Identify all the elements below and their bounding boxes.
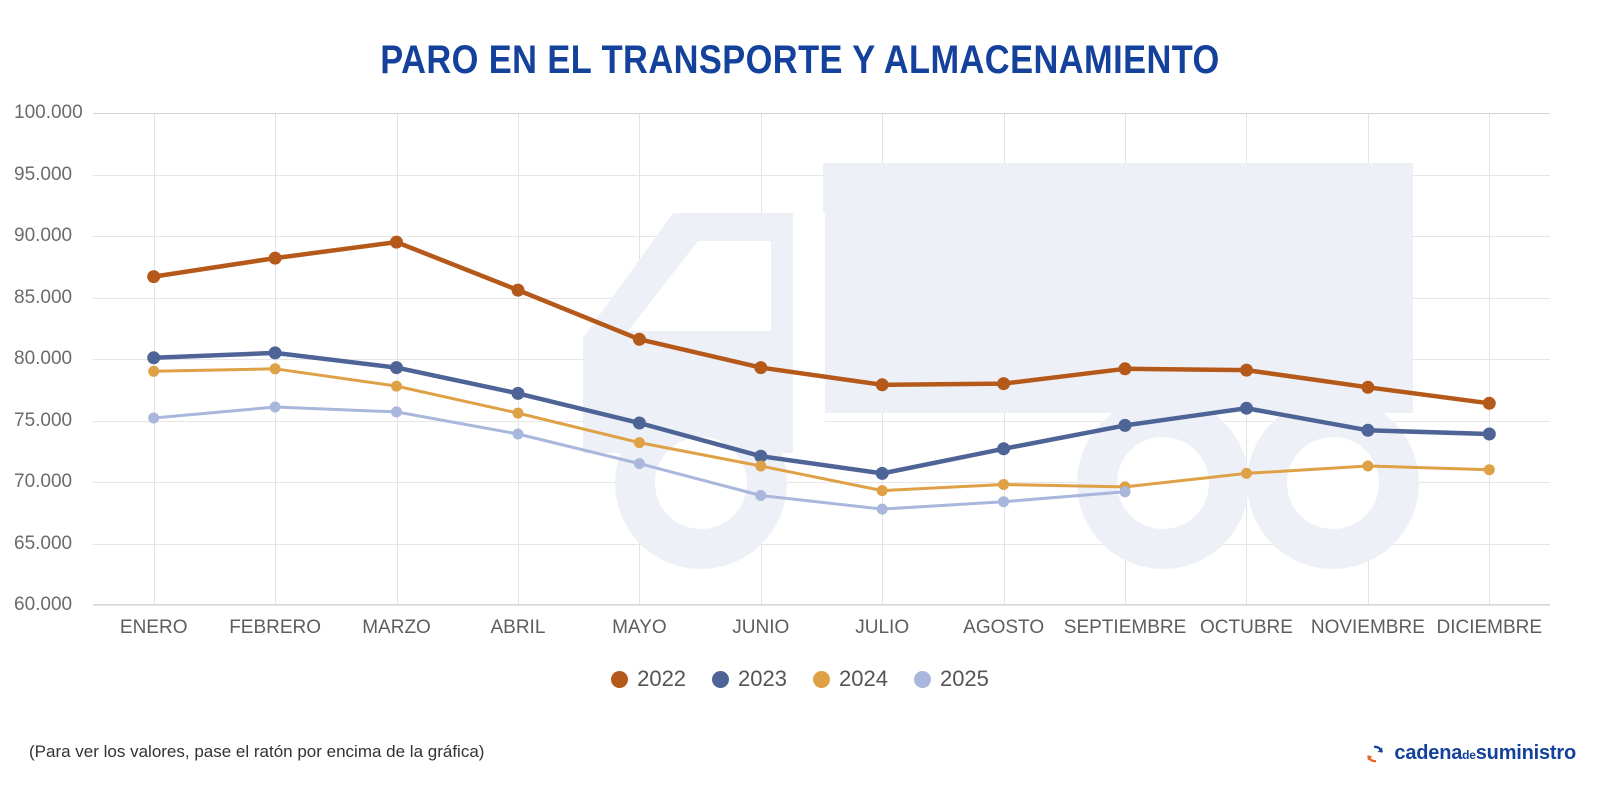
series-line-2023 bbox=[151, 350, 1492, 476]
chart-legend[interactable]: 2022 2023 2024 2025 bbox=[0, 666, 1600, 692]
legend-item-2022[interactable]: 2022 bbox=[611, 666, 686, 692]
x-tick-label-septiembre: SEPTIEMBRE bbox=[1063, 617, 1187, 638]
x-tick-label-octubre: OCTUBRE bbox=[1200, 617, 1293, 638]
y-tick-label-60000: 60.000 bbox=[14, 594, 73, 615]
chart-plot-area[interactable] bbox=[93, 113, 1550, 606]
data-point-2024[interactable] bbox=[1483, 464, 1495, 476]
data-point-2023[interactable] bbox=[1118, 418, 1132, 432]
data-point-2022[interactable] bbox=[1240, 363, 1253, 377]
data-point-2023[interactable] bbox=[754, 449, 768, 463]
data-point-2022[interactable] bbox=[1118, 362, 1132, 376]
data-point-2022[interactable] bbox=[754, 361, 768, 375]
y-tick-label-95000: 95.000 bbox=[14, 163, 73, 185]
data-point-2023[interactable] bbox=[632, 416, 646, 430]
series-line-2022 bbox=[151, 239, 1492, 406]
data-point-2023[interactable] bbox=[1240, 401, 1253, 415]
data-point-2025[interactable] bbox=[633, 458, 645, 470]
data-point-2025[interactable] bbox=[876, 503, 888, 515]
data-point-2022[interactable] bbox=[511, 283, 525, 297]
legend-swatch-2022-icon bbox=[611, 670, 629, 688]
data-point-2025[interactable] bbox=[269, 401, 281, 413]
legend-swatch-2023-icon bbox=[712, 670, 730, 688]
data-point-2023[interactable] bbox=[1482, 427, 1496, 441]
hover-hint-text: (Para ver los valores, pase el ratón por… bbox=[29, 742, 485, 761]
data-point-2024[interactable] bbox=[269, 363, 281, 375]
legend-label-2022: 2022 bbox=[637, 666, 687, 691]
brand-text-de: de bbox=[1462, 748, 1476, 762]
data-point-2024[interactable] bbox=[512, 407, 524, 419]
data-point-2025[interactable] bbox=[1119, 486, 1131, 498]
brand-text-part1: cadena bbox=[1394, 742, 1463, 764]
x-axis-labels: ENERO FEBRERO MARZO ABRIL MAYO JUNIO JULIO AGOS… bbox=[93, 617, 1550, 651]
legend-item-2024[interactable]: 2024 bbox=[813, 666, 888, 692]
data-point-2022[interactable] bbox=[997, 377, 1011, 391]
y-tick-label-80000: 80.000 bbox=[14, 348, 73, 369]
x-tick-label-noviembre: NOVIEMBRE bbox=[1310, 617, 1425, 638]
data-point-2025[interactable] bbox=[391, 406, 402, 418]
gridline-95000 bbox=[93, 174, 1550, 176]
gridline-60000 bbox=[93, 605, 1550, 606]
data-point-2024[interactable] bbox=[1362, 460, 1374, 472]
x-tick-label-diciembre: DICIEMBRE bbox=[1436, 617, 1543, 638]
legend-swatch-2025-icon bbox=[913, 670, 931, 688]
brand-text-part2: suministro bbox=[1475, 742, 1576, 764]
y-tick-label-100000: 100.000 bbox=[14, 102, 83, 123]
x-tick-label-febrero: FEBRERO bbox=[229, 617, 322, 638]
x-axis-line bbox=[93, 604, 1550, 605]
data-point-2024[interactable] bbox=[633, 437, 645, 449]
y-tick-label-70000: 70.000 bbox=[14, 471, 73, 492]
gridline-70000 bbox=[93, 482, 1550, 483]
data-point-2023[interactable] bbox=[390, 361, 403, 375]
data-point-2024[interactable] bbox=[998, 479, 1010, 490]
y-tick-label-75000: 75.000 bbox=[14, 409, 73, 431]
refresh-circular-arrow-icon bbox=[1367, 745, 1384, 762]
data-point-2025[interactable] bbox=[998, 496, 1010, 508]
y-tick-label-85000: 85.000 bbox=[14, 286, 73, 308]
x-tick-label-agosto: AGOSTO bbox=[963, 617, 1045, 638]
data-point-2024[interactable] bbox=[876, 485, 888, 497]
data-point-2023[interactable] bbox=[268, 346, 282, 360]
y-tick-label-90000: 90.000 bbox=[14, 225, 73, 246]
x-tick-label-enero: ENERO bbox=[119, 617, 188, 638]
data-point-2023[interactable] bbox=[1361, 423, 1375, 437]
data-point-2025[interactable] bbox=[755, 490, 767, 501]
gridline-65000 bbox=[93, 543, 1550, 545]
data-point-2022[interactable] bbox=[268, 251, 282, 265]
x-tick-label-abril: ABRIL bbox=[490, 617, 546, 638]
y-axis-labels: 100.000 95.000 90.000 85.000 80.000 75.000 70.… bbox=[0, 102, 1600, 615]
data-point-2022[interactable] bbox=[390, 235, 403, 249]
data-point-2022[interactable] bbox=[632, 332, 646, 346]
series-line-2024 bbox=[152, 367, 1491, 493]
legend-label-2024: 2024 bbox=[839, 666, 888, 691]
brand-logo-text: cadenadesuministro bbox=[1394, 742, 1576, 765]
series-lines bbox=[147, 235, 1496, 515]
x-tick-label-junio: JUNIO bbox=[732, 617, 790, 638]
legend-label-2025: 2025 bbox=[939, 666, 989, 691]
x-tick-label-julio: JULIO bbox=[855, 617, 910, 638]
data-point-2022[interactable] bbox=[1361, 380, 1375, 394]
y-tick-label-65000: 65.000 bbox=[14, 532, 73, 554]
legend-label-2023: 2023 bbox=[738, 666, 787, 691]
data-point-2023[interactable] bbox=[147, 351, 161, 365]
data-point-2024[interactable] bbox=[391, 380, 402, 392]
x-tick-label-marzo: MARZO bbox=[362, 617, 431, 638]
data-point-2022[interactable] bbox=[875, 378, 889, 392]
legend-item-2023[interactable]: 2023 bbox=[712, 666, 787, 692]
legend-swatch-2024-icon bbox=[813, 670, 830, 688]
data-point-2022[interactable] bbox=[1482, 396, 1496, 410]
legend-item-2025[interactable]: 2025 bbox=[913, 666, 989, 692]
data-point-2024[interactable] bbox=[1241, 467, 1252, 479]
data-point-2025[interactable] bbox=[512, 428, 524, 440]
data-point-2024[interactable] bbox=[148, 365, 160, 377]
brand-logo[interactable]: cadenadesuministro bbox=[1364, 742, 1576, 765]
gridline-100000 bbox=[93, 113, 1550, 114]
data-point-2024[interactable] bbox=[755, 460, 767, 472]
data-point-2025[interactable] bbox=[148, 412, 160, 424]
x-tick-label-mayo: MAYO bbox=[612, 617, 667, 638]
data-point-2023[interactable] bbox=[875, 466, 889, 480]
data-point-2023[interactable] bbox=[511, 386, 525, 400]
page-title: PARO EN EL TRANSPORTE Y ALMACENAMIENTO bbox=[380, 38, 1220, 82]
data-point-2022[interactable] bbox=[147, 270, 161, 284]
data-point-2023[interactable] bbox=[997, 442, 1011, 456]
